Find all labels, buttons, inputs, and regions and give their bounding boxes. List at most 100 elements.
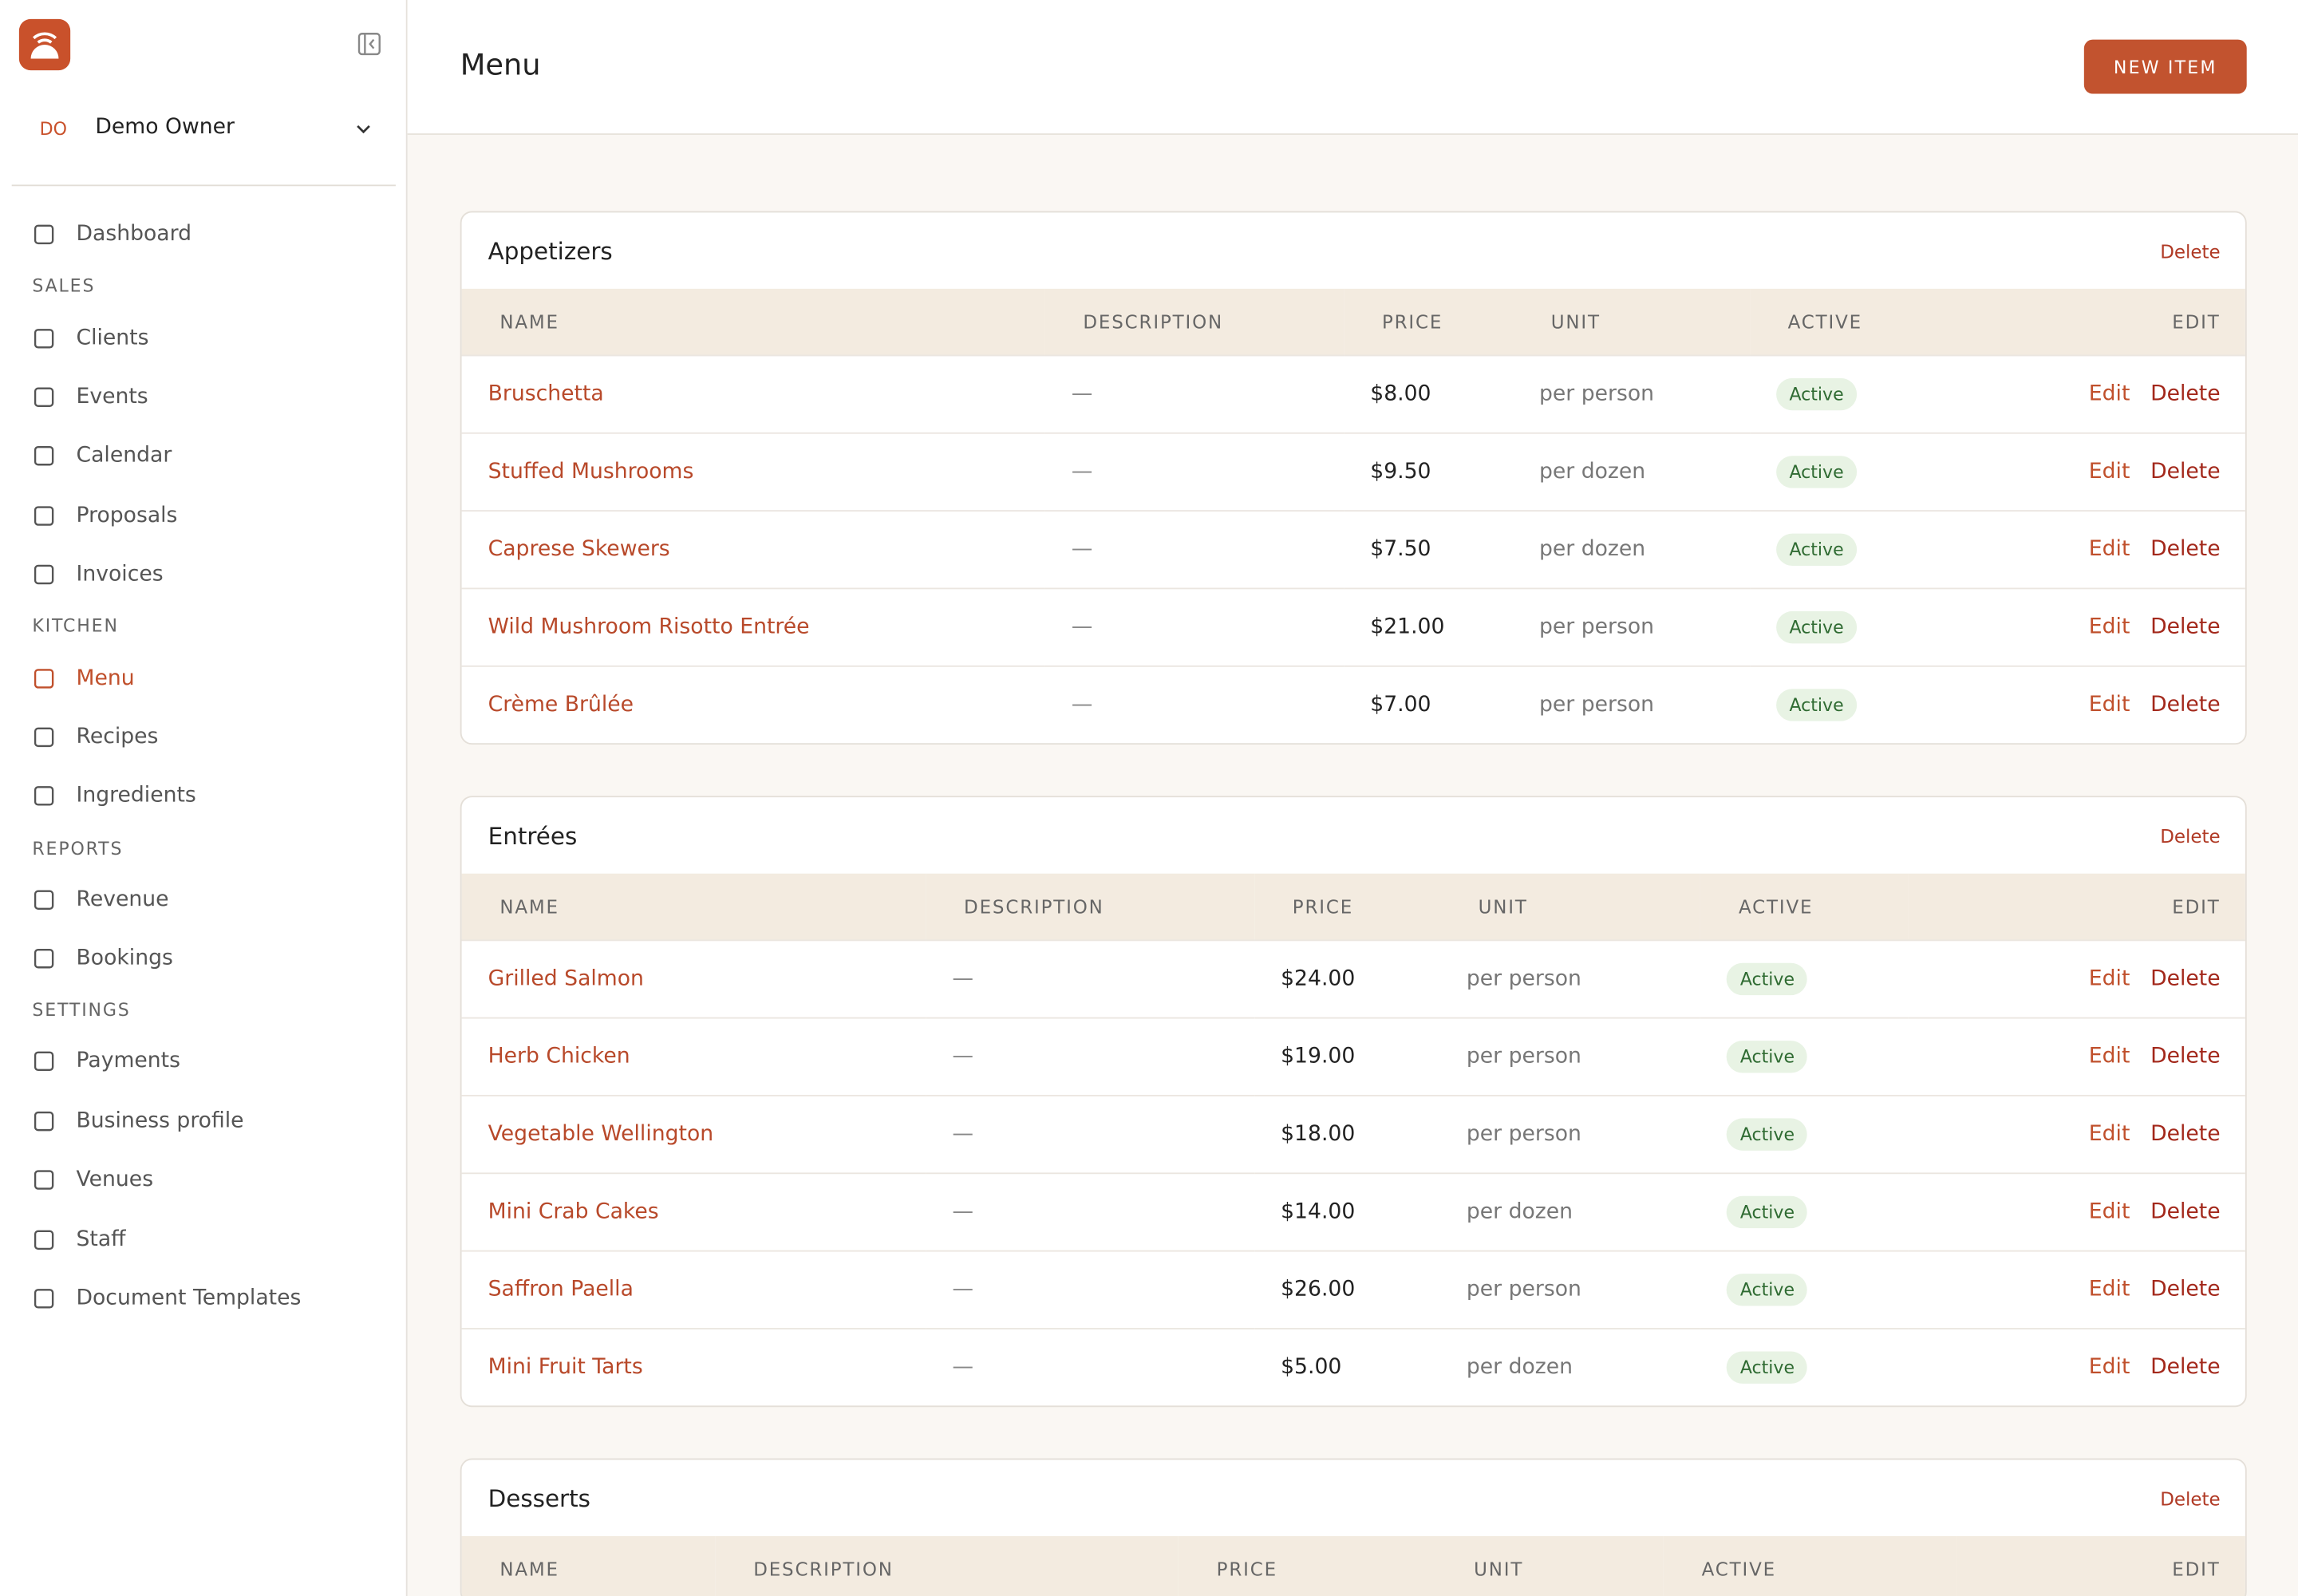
delete-link[interactable]: Delete bbox=[2150, 382, 2221, 406]
nav-label: Recipes bbox=[76, 725, 159, 749]
edit-link[interactable]: Edit bbox=[2088, 693, 2130, 717]
item-name[interactable]: Wild Mushroom Risotto Entrée bbox=[461, 587, 1045, 666]
delete-link[interactable]: Delete bbox=[2150, 460, 2221, 484]
item-price: $7.50 bbox=[1344, 510, 1513, 589]
nav-label: Revenue bbox=[76, 887, 169, 911]
item-name[interactable]: Caprese Skewers bbox=[461, 510, 1045, 589]
item-active: Active bbox=[1749, 432, 1939, 512]
item-name[interactable]: Bruschetta bbox=[461, 354, 1045, 433]
nav-item[interactable]: Invoices bbox=[0, 545, 406, 604]
top-bar: Menu NEW ITEM bbox=[407, 0, 2298, 135]
nav-item[interactable]: Staff bbox=[0, 1210, 406, 1269]
section-delete[interactable]: Delete bbox=[2160, 1487, 2221, 1509]
item-row: Bruschetta — $8.00 per person Active Edit Dele… bbox=[461, 354, 2245, 433]
edit-link[interactable]: Edit bbox=[2088, 1355, 2130, 1380]
item-active: Active bbox=[1700, 1328, 1909, 1406]
collapse-button[interactable] bbox=[357, 32, 381, 56]
delete-link[interactable]: Delete bbox=[2150, 693, 2221, 717]
nav-label: Clients bbox=[76, 326, 149, 350]
menu-section: Entrées Delete NAME DESCRIPTION PRICE UNIT ACT… bbox=[460, 796, 2247, 1408]
item-name[interactable]: Grilled Salmon bbox=[461, 939, 926, 1018]
nav-item[interactable]: Ingredients bbox=[0, 767, 406, 826]
table-head: NAME DESCRIPTION PRICE UNIT ACTIVE EDIT bbox=[461, 1535, 2245, 1596]
delete-link[interactable]: Delete bbox=[2150, 1355, 2221, 1380]
edit-link[interactable]: Edit bbox=[2088, 382, 2130, 406]
column-header: NAME bbox=[461, 873, 926, 941]
items-table: NAME DESCRIPTION PRICE UNIT ACTIVE EDIT Brusch… bbox=[461, 288, 2245, 744]
nav-item[interactable]: Calendar bbox=[0, 427, 406, 486]
nav-label: Dashboard bbox=[76, 223, 192, 247]
column-header: NAME bbox=[461, 1535, 716, 1596]
nav-icon bbox=[34, 565, 54, 585]
item-actions: Edit Delete bbox=[1908, 1250, 2245, 1329]
item-active: Active bbox=[1700, 1250, 1909, 1329]
nav-icon bbox=[34, 949, 54, 969]
delete-link[interactable]: Delete bbox=[2150, 538, 2221, 562]
user-name[interactable]: Demo Owner bbox=[95, 116, 235, 140]
edit-link[interactable]: Edit bbox=[2088, 538, 2130, 562]
item-actions: Edit Delete bbox=[1938, 665, 2245, 744]
nav-item[interactable]: Business profile bbox=[0, 1092, 406, 1151]
delete-link[interactable]: Delete bbox=[2150, 1200, 2221, 1224]
item-unit: per dozen bbox=[1439, 1172, 1701, 1251]
items-table: NAME DESCRIPTION PRICE UNIT ACTIVE EDIT bbox=[461, 1535, 2245, 1596]
nav-item[interactable]: Revenue bbox=[0, 870, 406, 929]
active-badge: Active bbox=[1775, 610, 1858, 644]
item-price: $5.00 bbox=[1254, 1328, 1440, 1406]
nav-label: Business profile bbox=[76, 1109, 244, 1133]
item-price: $7.00 bbox=[1344, 665, 1513, 744]
section-header: Appetizers Delete bbox=[462, 212, 2245, 289]
item-name[interactable]: Mini Crab Cakes bbox=[461, 1172, 926, 1251]
nav-icon bbox=[34, 1289, 54, 1309]
nav-item[interactable]: Dashboard bbox=[0, 205, 406, 264]
edit-link[interactable]: Edit bbox=[2088, 967, 2130, 991]
nav-item[interactable]: Document Templates bbox=[0, 1269, 406, 1328]
section-delete[interactable]: Delete bbox=[2160, 824, 2221, 847]
edit-link[interactable]: Edit bbox=[2088, 1200, 2130, 1224]
edit-link[interactable]: Edit bbox=[2088, 460, 2130, 484]
nav-icon bbox=[34, 727, 54, 747]
delete-link[interactable]: Delete bbox=[2150, 1122, 2221, 1147]
active-badge: Active bbox=[1775, 533, 1858, 566]
nav-item[interactable]: Clients bbox=[0, 308, 406, 367]
nav-icon bbox=[34, 446, 54, 467]
edit-link[interactable]: Edit bbox=[2088, 1278, 2130, 1302]
edit-link[interactable]: Edit bbox=[2088, 615, 2130, 639]
nav-item[interactable]: Bookings bbox=[0, 929, 406, 988]
item-name[interactable]: Herb Chicken bbox=[461, 1017, 926, 1096]
edit-link[interactable]: Edit bbox=[2088, 1045, 2130, 1069]
user-menu-chevron[interactable] bbox=[354, 121, 372, 136]
item-actions: Edit Delete bbox=[1938, 432, 2245, 512]
item-unit: per dozen bbox=[1512, 432, 1750, 512]
column-header: UNIT bbox=[1435, 1535, 1664, 1596]
item-name[interactable]: Stuffed Mushrooms bbox=[461, 432, 1045, 512]
nav-icon bbox=[34, 328, 54, 348]
item-name[interactable]: Vegetable Wellington bbox=[461, 1095, 926, 1174]
nav-label: Payments bbox=[76, 1049, 181, 1074]
nav-item[interactable]: Venues bbox=[0, 1151, 406, 1210]
new-item-button[interactable]: NEW ITEM bbox=[2083, 39, 2247, 94]
item-name[interactable]: Crème Brûlée bbox=[461, 665, 1045, 744]
column-header: NAME bbox=[461, 288, 1045, 356]
item-price: $24.00 bbox=[1254, 939, 1440, 1018]
nav-label: Ingredients bbox=[76, 784, 196, 808]
nav-item[interactable]: Payments bbox=[0, 1033, 406, 1092]
nav-item[interactable]: Events bbox=[0, 368, 406, 427]
delete-link[interactable]: Delete bbox=[2150, 615, 2221, 639]
nav-item[interactable]: Menu bbox=[0, 648, 406, 707]
nav-item[interactable]: Proposals bbox=[0, 486, 406, 545]
item-actions: Edit Delete bbox=[1938, 354, 2245, 433]
delete-link[interactable]: Delete bbox=[2150, 1045, 2221, 1069]
item-description: — bbox=[926, 1095, 1255, 1174]
section-delete[interactable]: Delete bbox=[2160, 239, 2221, 262]
section-title: Entrées bbox=[488, 821, 578, 850]
delete-link[interactable]: Delete bbox=[2150, 967, 2221, 991]
delete-link[interactable]: Delete bbox=[2150, 1278, 2221, 1302]
item-name[interactable]: Mini Fruit Tarts bbox=[461, 1328, 926, 1406]
nav-icon bbox=[34, 668, 54, 688]
item-unit: per person bbox=[1439, 1095, 1701, 1174]
item-name[interactable]: Saffron Paella bbox=[461, 1250, 926, 1329]
nav-item[interactable]: Recipes bbox=[0, 708, 406, 767]
edit-link[interactable]: Edit bbox=[2088, 1122, 2130, 1147]
